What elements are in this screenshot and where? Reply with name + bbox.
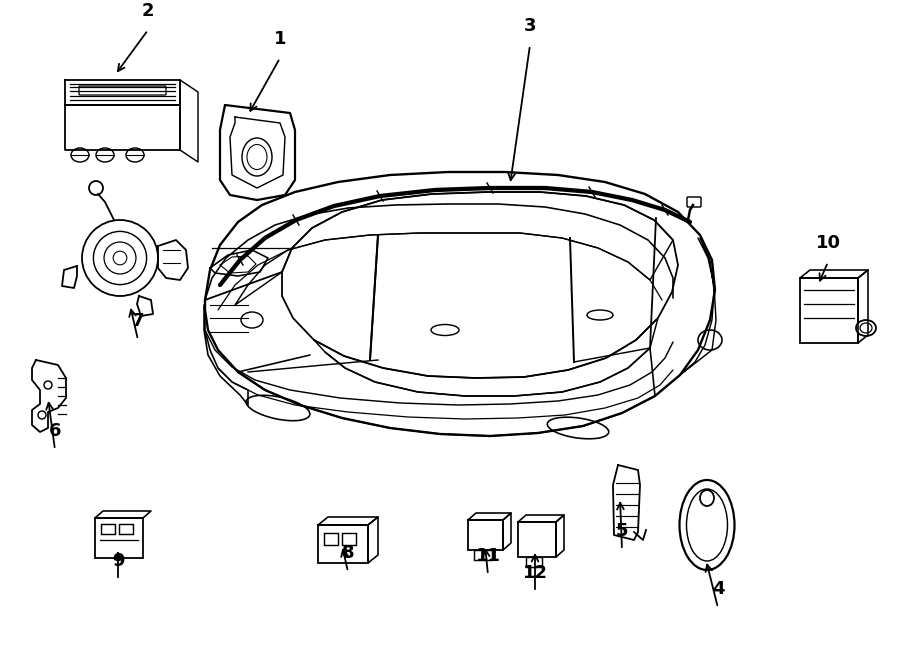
Text: 7: 7 xyxy=(131,312,144,330)
Bar xyxy=(324,533,338,545)
Bar xyxy=(474,550,492,560)
Text: 6: 6 xyxy=(49,422,61,440)
Circle shape xyxy=(104,242,136,274)
Ellipse shape xyxy=(431,325,459,336)
Ellipse shape xyxy=(587,310,613,320)
FancyBboxPatch shape xyxy=(79,86,166,95)
Ellipse shape xyxy=(247,145,267,169)
Bar xyxy=(95,518,143,558)
Bar xyxy=(800,278,858,343)
Text: 10: 10 xyxy=(815,234,841,252)
FancyBboxPatch shape xyxy=(687,197,701,207)
Ellipse shape xyxy=(96,148,114,162)
Circle shape xyxy=(113,251,127,265)
Ellipse shape xyxy=(126,148,144,162)
Ellipse shape xyxy=(71,148,89,162)
Circle shape xyxy=(94,231,147,285)
Text: 11: 11 xyxy=(475,547,500,565)
Text: 5: 5 xyxy=(616,522,628,540)
Bar xyxy=(468,520,503,550)
Ellipse shape xyxy=(860,323,872,333)
Text: 12: 12 xyxy=(523,564,547,582)
Bar xyxy=(318,525,368,563)
Text: 4: 4 xyxy=(712,580,724,598)
Circle shape xyxy=(82,220,158,296)
Ellipse shape xyxy=(687,489,727,561)
Text: 2: 2 xyxy=(142,2,154,20)
Ellipse shape xyxy=(547,417,608,439)
Ellipse shape xyxy=(246,395,310,420)
Bar xyxy=(518,522,556,557)
Bar xyxy=(526,557,542,567)
Circle shape xyxy=(44,381,52,389)
Ellipse shape xyxy=(241,312,263,328)
Ellipse shape xyxy=(242,138,272,176)
Bar xyxy=(342,533,356,545)
Text: 1: 1 xyxy=(274,30,286,48)
Ellipse shape xyxy=(698,330,722,350)
Bar xyxy=(101,524,115,534)
Text: 9: 9 xyxy=(112,552,124,570)
Circle shape xyxy=(38,411,46,419)
Circle shape xyxy=(89,181,103,195)
Ellipse shape xyxy=(700,490,714,506)
Text: 8: 8 xyxy=(342,544,355,562)
Ellipse shape xyxy=(856,320,876,336)
Text: 3: 3 xyxy=(524,17,536,35)
Ellipse shape xyxy=(680,480,734,570)
Bar xyxy=(119,524,133,534)
